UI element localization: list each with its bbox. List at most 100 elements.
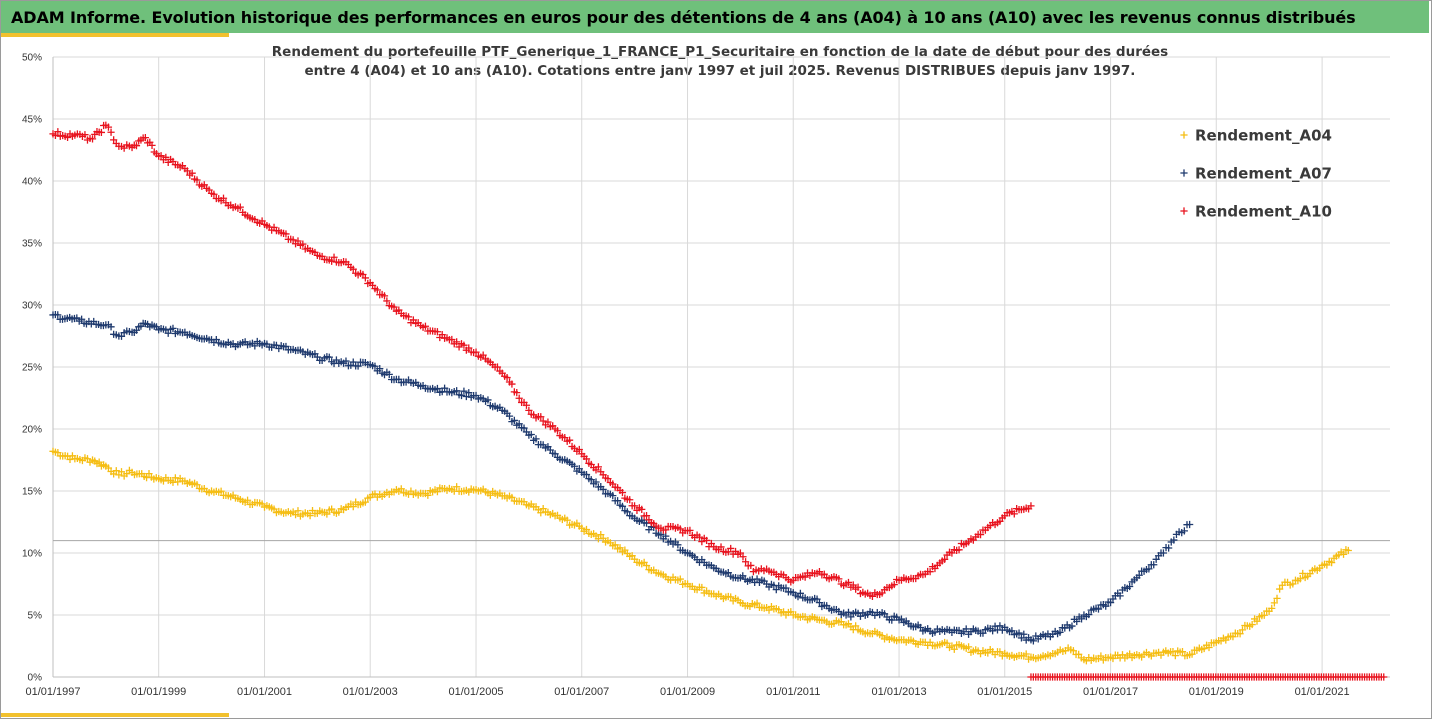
data-point <box>325 353 333 361</box>
data-point <box>1165 544 1173 552</box>
data-point <box>479 351 487 359</box>
data-point <box>289 236 297 244</box>
data-point <box>457 391 466 400</box>
series-layer <box>49 121 1388 681</box>
data-point <box>614 497 622 505</box>
data-point <box>1260 611 1268 619</box>
data-point <box>171 474 179 482</box>
data-point <box>515 394 523 402</box>
data-point <box>1126 582 1134 591</box>
series-Rendement_A10 <box>49 121 1388 681</box>
data-point <box>532 435 540 443</box>
data-point <box>349 358 357 366</box>
data-point <box>539 417 547 425</box>
data-point <box>570 462 579 470</box>
data-point <box>747 561 755 570</box>
data-point <box>609 492 617 500</box>
data-point <box>371 362 379 370</box>
data-point <box>618 502 627 510</box>
data-point <box>623 508 631 516</box>
data-point <box>950 645 958 653</box>
y-tick-label: 15% <box>22 487 42 498</box>
data-point <box>1085 610 1093 619</box>
data-point <box>1069 647 1078 655</box>
data-point <box>1010 510 1018 518</box>
data-point <box>962 625 970 633</box>
data-point <box>54 311 62 319</box>
data-point <box>926 568 934 576</box>
data-point <box>575 465 583 473</box>
data-point <box>361 274 369 282</box>
data-point <box>162 153 170 161</box>
data-point <box>1186 520 1194 529</box>
data-point <box>462 392 470 401</box>
data-point <box>1145 565 1153 573</box>
y-tick-label: 5% <box>28 611 43 622</box>
data-point <box>844 608 853 616</box>
data-point <box>251 342 259 350</box>
data-point <box>117 332 126 340</box>
data-point <box>282 230 290 238</box>
data-point <box>88 135 97 143</box>
data-point <box>599 485 607 494</box>
data-point <box>537 509 545 517</box>
data-point <box>424 491 432 499</box>
data-point <box>964 643 973 651</box>
data-point <box>453 338 461 346</box>
data-point <box>385 370 393 378</box>
data-point <box>54 128 62 136</box>
data-point <box>520 424 528 432</box>
axis-layer: 0% 5% 10% 15% 20% 25% 30% 35% 40% 45% 50% 01/01/199… <box>22 53 1390 698</box>
data-point <box>1027 502 1035 510</box>
data-point <box>376 365 384 373</box>
data-point <box>349 502 357 511</box>
accent-bar-top <box>1 33 229 37</box>
data-point <box>592 478 600 486</box>
data-point <box>1205 643 1213 652</box>
data-point <box>674 541 682 549</box>
data-point <box>66 455 74 464</box>
data-point <box>323 510 331 518</box>
data-point <box>642 512 651 520</box>
grid-layer <box>52 56 1390 678</box>
data-point <box>527 430 535 439</box>
data-point-zero <box>1380 673 1388 681</box>
data-point <box>433 488 442 496</box>
x-tick-label: 01/01/2003 <box>343 686 398 698</box>
data-point <box>104 123 113 131</box>
x-tick-label: 01/01/2011 <box>766 686 820 698</box>
y-tick-label: 0% <box>28 673 43 684</box>
data-point <box>563 516 571 524</box>
data-point <box>537 413 545 421</box>
chart-title-line2: entre 4 (A04) et 10 ans (A10). Cotations… <box>304 63 1136 79</box>
data-point <box>1159 549 1168 557</box>
legend-marker <box>1180 207 1188 215</box>
data-point <box>508 380 516 388</box>
data-point <box>686 526 694 534</box>
data-point <box>433 384 442 393</box>
accent-bar-bottom <box>1 713 229 717</box>
data-point <box>141 134 149 142</box>
data-point <box>1268 604 1276 612</box>
data-point <box>1126 650 1134 658</box>
data-point <box>551 450 559 458</box>
data-point <box>1238 626 1247 634</box>
x-tick-label: 01/01/2009 <box>660 686 715 698</box>
data-point <box>1328 559 1336 567</box>
data-point <box>236 203 244 211</box>
x-tick-label: 01/01/2021 <box>1295 686 1350 698</box>
data-point <box>383 297 391 305</box>
data-point <box>63 133 72 142</box>
data-point <box>465 389 473 397</box>
data-point <box>566 436 574 444</box>
legend-label-Rendement_A04: Rendement_A04 <box>1195 127 1332 145</box>
data-point <box>373 286 381 294</box>
data-point <box>1068 622 1076 630</box>
data-point <box>1170 536 1178 544</box>
data-point <box>441 384 449 392</box>
x-tick-label: 01/01/2005 <box>449 686 504 698</box>
data-point <box>1015 629 1023 637</box>
data-point <box>630 502 639 510</box>
data-point <box>1056 628 1064 636</box>
